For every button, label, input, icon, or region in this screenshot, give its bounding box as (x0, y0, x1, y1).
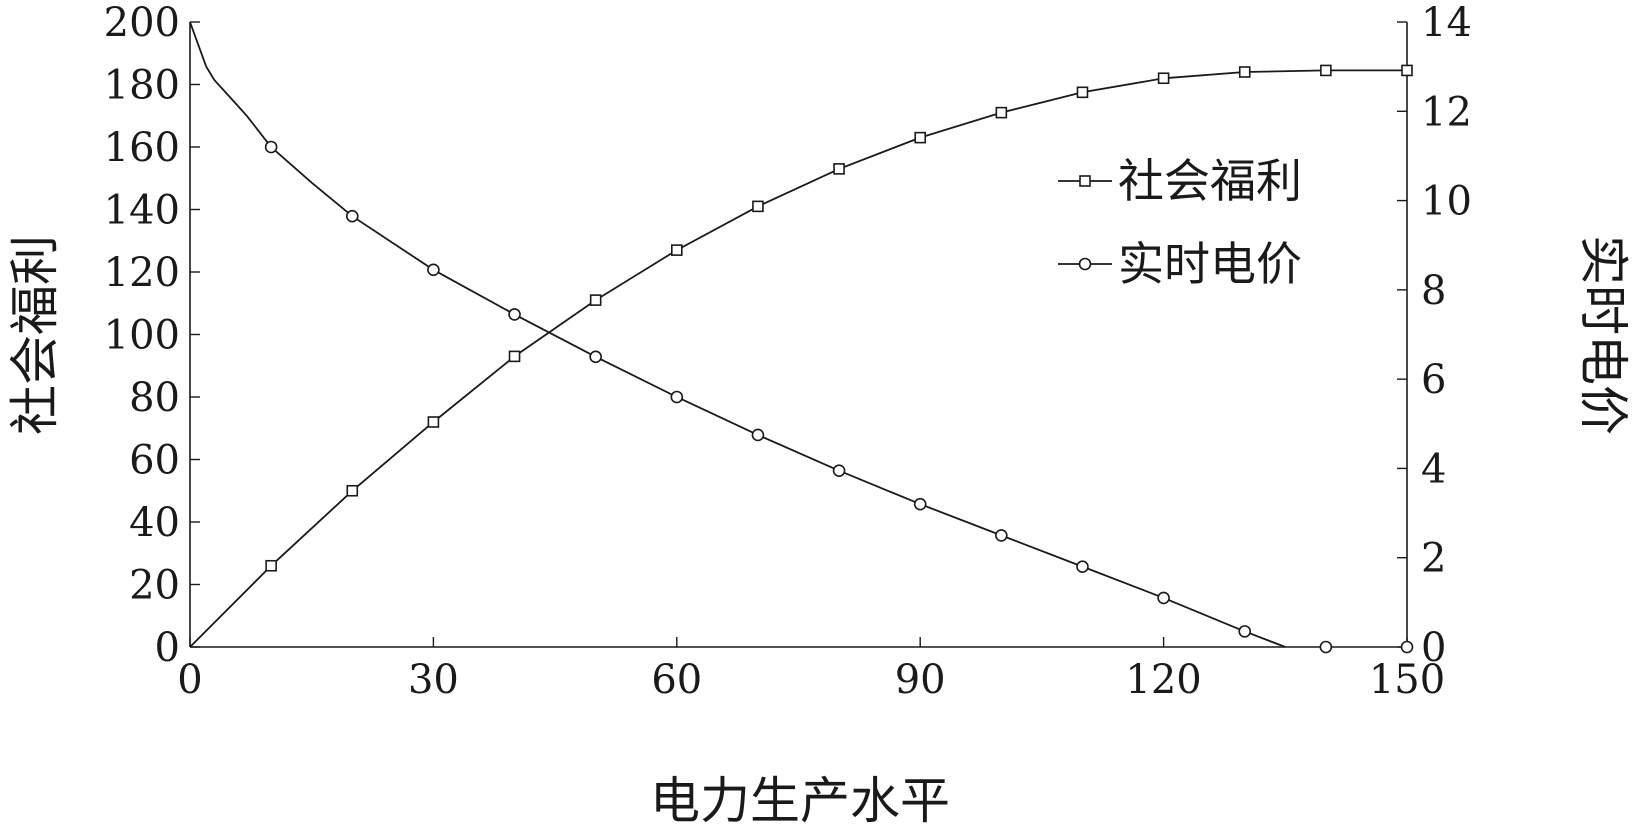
left-y-tick-label: 60 (129, 438, 180, 484)
left-y-tick-label: 0 (155, 625, 180, 671)
data-point-square (589, 294, 602, 306)
series-line-0 (189, 69, 1407, 648)
data-point-circle (589, 350, 602, 364)
data-point-circle (427, 263, 440, 277)
right-y-tick-label: 6 (1421, 357, 1446, 403)
data-point-circle (832, 464, 846, 477)
data-point-square (914, 131, 927, 144)
data-point-square (1401, 64, 1413, 77)
x-tick-label: 60 (651, 657, 702, 703)
data-point-circle (670, 390, 684, 404)
right-y-tick-label: 10 (1421, 179, 1472, 225)
left-y-axis-ticks: 0 20 40 60 80 100 120 140 160 180 200 (104, 0, 200, 671)
left-y-tick-label: 80 (129, 375, 180, 421)
data-point-square (427, 416, 440, 428)
legend-square-marker (1079, 175, 1091, 187)
x-tick-label: 30 (408, 657, 459, 703)
data-point-square (1076, 86, 1089, 99)
legend-label-real-time-price: 实时电价 (1118, 237, 1302, 291)
x-tick-label: 120 (1125, 657, 1201, 703)
plot-frame (189, 22, 1408, 648)
data-point-circle (508, 308, 521, 321)
data-point-square (833, 163, 845, 175)
right-y-tick-label: 4 (1421, 446, 1446, 492)
series-layer (189, 21, 1414, 654)
data-point-circle (264, 140, 278, 154)
x-tick-label: 150 (1369, 657, 1445, 703)
legend-item-social-welfare: 社会福利 (1058, 154, 1302, 208)
data-point-circle (345, 209, 359, 223)
left-y-tick-label: 180 (104, 63, 180, 109)
left-y-tick-label: 100 (104, 313, 180, 359)
data-point-square (1320, 64, 1332, 77)
right-y-axis-title: 实时电价 (1574, 235, 1632, 435)
left-y-tick-label: 120 (104, 250, 180, 296)
left-y-axis-title: 社会福利 (6, 235, 64, 435)
right-y-axis-ticks: 0 2 4 6 8 10 12 14 (1397, 0, 1472, 671)
data-point-square (265, 559, 277, 572)
data-point-circle (751, 428, 765, 442)
data-point-circle (1400, 640, 1414, 654)
data-point-square (752, 200, 764, 213)
data-point-square (670, 244, 683, 256)
data-point-circle (913, 497, 927, 511)
left-y-tick-label: 40 (129, 500, 180, 546)
right-y-tick-label: 2 (1421, 536, 1446, 582)
x-axis-ticks: 0 30 60 90 120 150 (177, 637, 1445, 703)
legend-label-social-welfare: 社会福利 (1118, 154, 1302, 208)
x-axis-title: 电力生产水平 (650, 772, 950, 827)
legend-item-real-time-price: 实时电价 (1058, 237, 1302, 291)
data-point-square (995, 106, 1008, 119)
legend-circle-marker (1078, 257, 1092, 271)
series-line-1 (189, 21, 1286, 648)
right-y-tick-label: 12 (1421, 89, 1472, 135)
right-y-tick-label: 14 (1421, 0, 1472, 46)
data-point-circle (1076, 560, 1089, 573)
right-y-tick-label: 0 (1421, 625, 1446, 671)
data-point-square (508, 350, 521, 363)
data-point-square (1157, 72, 1170, 85)
data-point-square (346, 484, 359, 497)
left-y-tick-label: 140 (104, 188, 180, 234)
right-y-tick-label: 8 (1421, 268, 1446, 314)
legend: 社会福利 实时电价 (1058, 154, 1302, 291)
data-point-circle (1157, 591, 1170, 605)
data-point-circle (1238, 625, 1252, 638)
left-y-tick-label: 20 (129, 563, 180, 609)
data-point-circle (995, 529, 1008, 542)
x-tick-label: 90 (895, 657, 946, 703)
data-point-circle (1319, 640, 1333, 654)
x-tick-label: 0 (177, 657, 202, 703)
data-point-square (1238, 66, 1251, 78)
left-y-tick-label: 200 (104, 0, 180, 46)
left-y-tick-label: 160 (104, 125, 180, 171)
